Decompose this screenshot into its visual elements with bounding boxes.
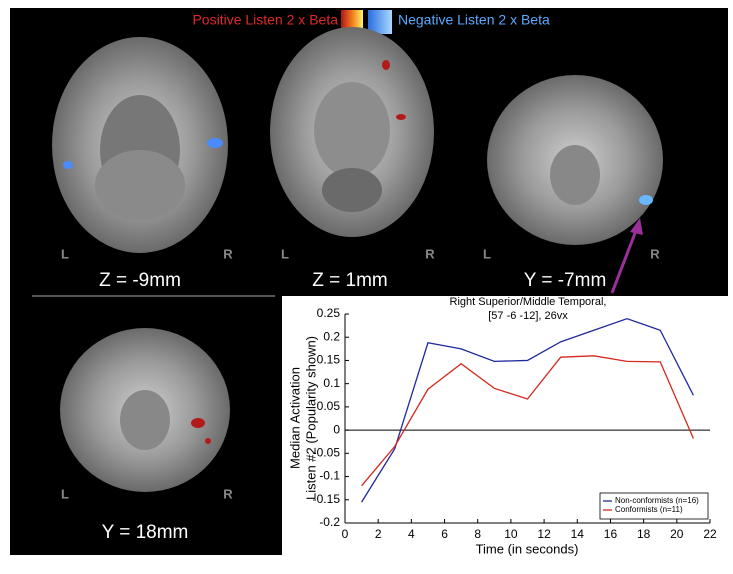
x-tick-label: 2 bbox=[375, 527, 382, 541]
y-tick-label: 0.25 bbox=[317, 306, 341, 320]
x-tick-label: 14 bbox=[571, 527, 585, 541]
legend-box bbox=[599, 492, 709, 520]
y-tick-label: -0.1 bbox=[319, 469, 340, 483]
x-tick-label: 0 bbox=[342, 527, 349, 541]
x-tick-label: 16 bbox=[604, 527, 618, 541]
y-tick-label: 0 bbox=[333, 422, 340, 436]
brain-coronal-2 bbox=[60, 328, 230, 492]
y-tick-label: -0.15 bbox=[313, 492, 341, 506]
positive-label: Positive Listen 2 x Beta bbox=[192, 12, 338, 28]
right-marker: R bbox=[223, 246, 233, 261]
right-marker: R bbox=[650, 246, 660, 261]
legend-label: Conformists (n=11) bbox=[615, 505, 683, 514]
legend-label: Non-conformists (n=16) bbox=[615, 496, 699, 505]
negative-colorbar bbox=[368, 10, 392, 34]
negative-label: Negative Listen 2 x Beta bbox=[398, 12, 550, 28]
left-marker: L bbox=[483, 246, 491, 261]
slice-label: Y = 18mm bbox=[102, 522, 189, 543]
y-axis-label: Median Activation bbox=[287, 367, 302, 469]
slice-label: Z = -9mm bbox=[99, 270, 181, 291]
y-axis-label: Listen #2 (Popularity shown) bbox=[303, 336, 318, 500]
x-tick-label: 18 bbox=[637, 527, 651, 541]
slice-label: Z = 1mm bbox=[312, 270, 387, 291]
left-marker: L bbox=[61, 246, 69, 261]
brain-coronal-1 bbox=[487, 75, 663, 245]
y-tick-label: -0.05 bbox=[313, 446, 341, 460]
left-marker: L bbox=[281, 246, 289, 261]
brain-axial-1 bbox=[52, 37, 228, 253]
slice-label: Y = -7mm bbox=[524, 270, 607, 291]
y-tick-label: -0.2 bbox=[319, 515, 340, 529]
left-marker: L bbox=[61, 486, 69, 501]
right-marker: R bbox=[425, 246, 435, 261]
series-line bbox=[361, 355, 695, 487]
annotation-arrowhead bbox=[630, 218, 643, 235]
y-tick-label: 0.2 bbox=[323, 329, 340, 343]
x-tick-label: 22 bbox=[703, 527, 717, 541]
y-tick-label: 0.05 bbox=[317, 399, 341, 413]
x-axis-label: Time (in seconds) bbox=[476, 541, 579, 556]
x-tick-label: 8 bbox=[474, 527, 481, 541]
annotation-arrow bbox=[610, 227, 639, 294]
x-tick-label: 10 bbox=[504, 527, 518, 541]
x-tick-label: 20 bbox=[670, 527, 684, 541]
brain-axial-2 bbox=[270, 27, 434, 237]
x-tick-label: 4 bbox=[408, 527, 415, 541]
annotation: [57 -6 -12], 26vx bbox=[488, 310, 568, 322]
y-tick-label: 0.15 bbox=[317, 353, 341, 367]
series-line bbox=[361, 317, 694, 503]
right-marker: R bbox=[223, 486, 233, 501]
y-tick-label: 0.1 bbox=[323, 376, 340, 390]
x-tick-label: 12 bbox=[537, 527, 551, 541]
annotation: Right Superior/Middle Temporal, bbox=[450, 296, 607, 308]
x-tick-label: 6 bbox=[441, 527, 448, 541]
